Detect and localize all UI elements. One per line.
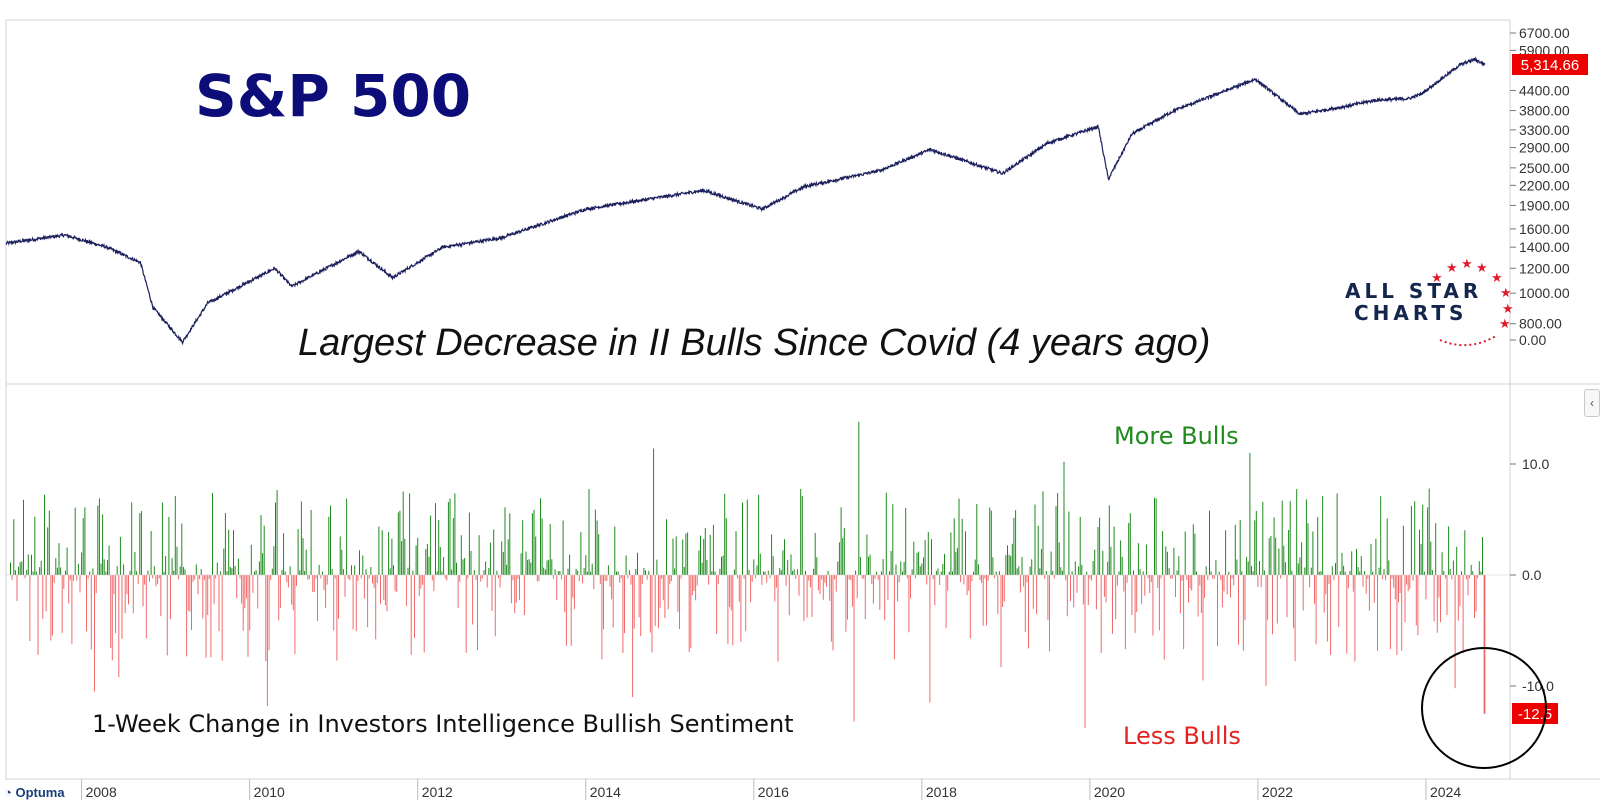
sp500-y-tick-label: 4400.00 — [1519, 83, 1570, 99]
sp500-price-path — [5, 56, 1486, 346]
svg-text:★: ★ — [1499, 317, 1511, 332]
optuma-logo: ◔ Optuma — [4, 785, 65, 800]
svg-text:★: ★ — [1500, 286, 1512, 301]
chevron-left-icon[interactable]: ‹ — [1584, 389, 1600, 417]
svg-text:★: ★ — [1502, 302, 1514, 317]
x-tick-label: 2022 — [1262, 784, 1293, 800]
logo-line-1: ALL STAR — [1345, 279, 1483, 303]
sp500-y-tick-label: 2500.00 — [1519, 160, 1570, 176]
sp500-y-tick-label: 1000.00 — [1519, 285, 1570, 301]
sp500-y-tick-label: 1600.00 — [1519, 221, 1570, 237]
svg-text:★: ★ — [1476, 261, 1488, 276]
svg-text:★: ★ — [1491, 271, 1503, 286]
sp500-y-tick-label: 6700.00 — [1519, 25, 1570, 41]
sp500-y-tick-label: 1400.00 — [1519, 239, 1570, 255]
logo-stars: ★★ ★ ★★★ ★★ — [1431, 257, 1514, 332]
chart-frame — [5, 19, 1600, 780]
lower-panel-title: 1-Week Change in Investors Intelligence … — [92, 710, 794, 738]
optuma-label: Optuma — [15, 785, 65, 800]
svg-text:★: ★ — [1431, 271, 1443, 286]
sp500-y-tick-label: 1200.00 — [1519, 260, 1570, 276]
sp500-y-tick-label: 2900.00 — [1519, 140, 1570, 156]
sp500-last-value: 5,314.66 — [1521, 57, 1579, 74]
logo-line-2: CHARTS — [1354, 301, 1468, 325]
sentiment-y-tick-label: 10.0 — [1522, 456, 1549, 472]
x-tick-label: 2020 — [1094, 784, 1125, 800]
last-value-tag-sp500: 5,314.66 — [1512, 54, 1588, 75]
sp500-y-tick-label: 1900.00 — [1519, 197, 1570, 213]
more-bulls-annotation: More Bulls — [1114, 422, 1239, 450]
chart-subtitle: Largest Decrease in II Bulls Since Covid… — [298, 322, 1211, 364]
allstar-charts-logo: ALL STAR CHARTS — [1340, 255, 1508, 351]
less-bulls-annotation: Less Bulls — [1123, 722, 1241, 750]
sp500-y-tick-label: 3300.00 — [1519, 122, 1570, 138]
sp500-y-tick-label: 800.00 — [1519, 316, 1562, 332]
sentiment-bars — [6, 421, 1510, 729]
svg-text:★: ★ — [1446, 261, 1458, 276]
x-tick-label: 2012 — [422, 784, 453, 800]
last-value-tag-sentiment: -12.5 — [1512, 703, 1558, 724]
sp500-y-tick-label: 0.00 — [1519, 332, 1546, 348]
x-tick-label: 2016 — [758, 784, 789, 800]
x-tick-label: 2018 — [926, 784, 957, 800]
svg-text:★: ★ — [1461, 257, 1473, 272]
sentiment-y-tick-label: 0.0 — [1522, 567, 1542, 583]
sentiment-y-axis: -10.0 0.0 10.0 — [1510, 456, 1554, 694]
sentiment-last-value: -12.5 — [1518, 706, 1552, 723]
x-tick-label: 2008 — [86, 784, 117, 800]
sp500-y-tick-label: 3800.00 — [1519, 103, 1570, 119]
sp500-y-tick-label: 2200.00 — [1519, 177, 1570, 193]
x-tick-label: 2014 — [590, 784, 621, 800]
sp500-price-line — [5, 56, 1486, 346]
highlight-circle — [1421, 647, 1547, 769]
x-tick-label: 2010 — [254, 784, 285, 800]
chart-title: S&P 500 — [195, 62, 472, 130]
x-tick-label: 2024 — [1430, 784, 1461, 800]
x-axis: 2008 2010 2012 2014 2016 2018 2020 2022 2024 — [81, 779, 1461, 800]
sentiment-y-tick-label: -10.0 — [1522, 678, 1554, 694]
